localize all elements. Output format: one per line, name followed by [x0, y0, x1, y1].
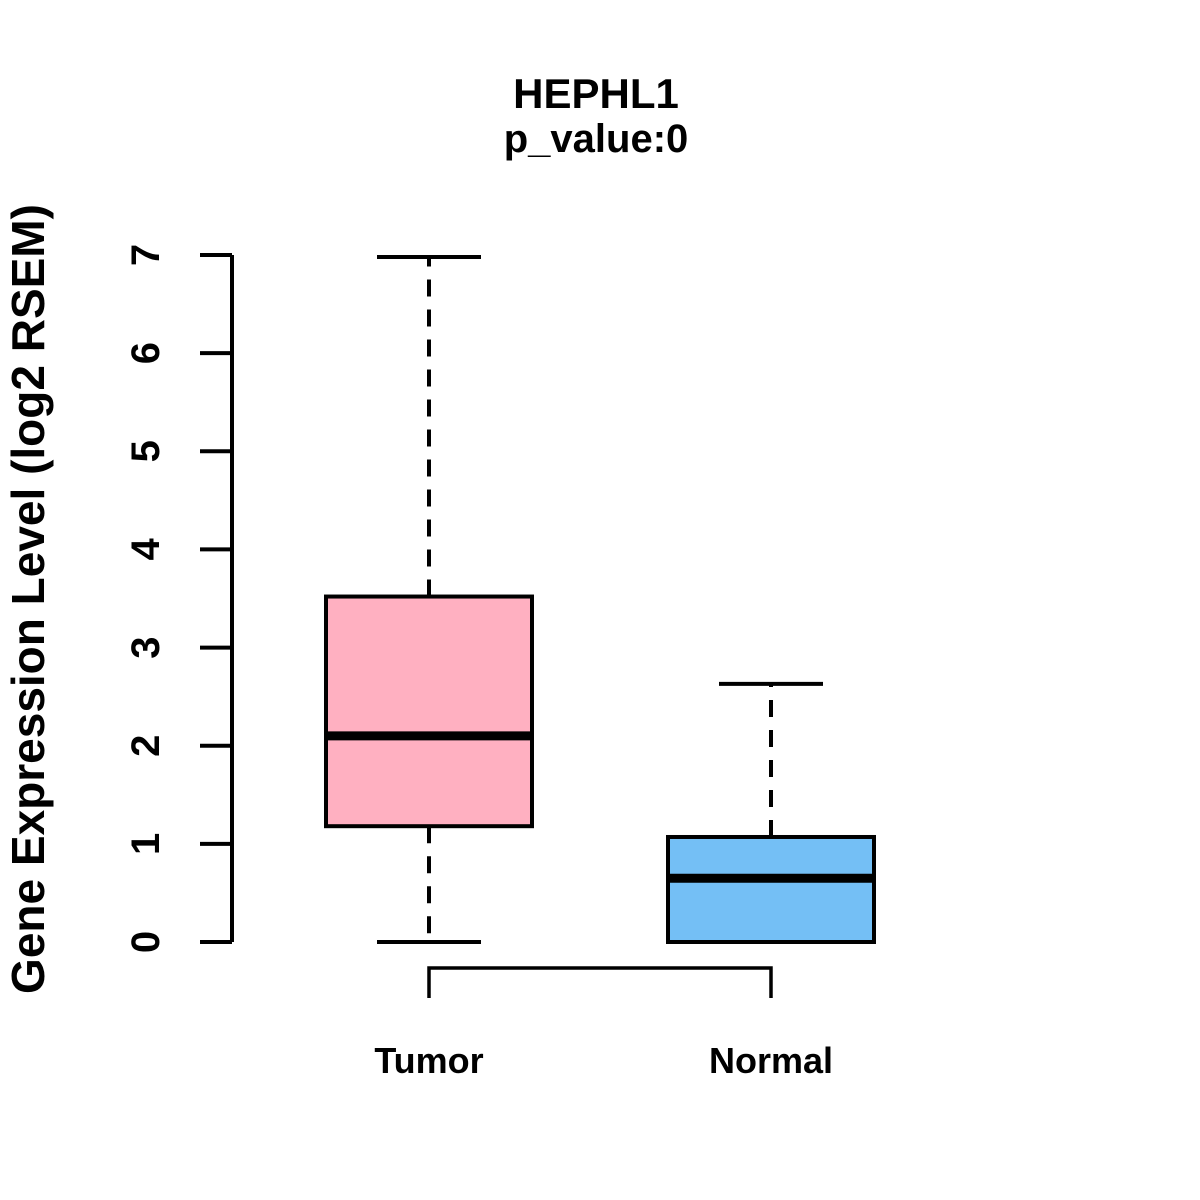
y-axis-tick-label: 6: [124, 342, 168, 364]
tumor-box: [324, 594, 534, 829]
comparison-bracket: [427, 966, 773, 998]
x-axis-label-tumor: Tumor: [374, 1040, 483, 1081]
x-axis-label-normal: Normal: [709, 1040, 833, 1081]
chart-subtitle: p_value:0: [504, 117, 689, 161]
y-axis-tick-label: 7: [124, 244, 168, 266]
y-axis-tick-label: 1: [124, 833, 168, 855]
y-axis-tick-label: 4: [124, 538, 168, 561]
chart-title: HEPHL1: [513, 70, 679, 117]
y-axis-tick-label: 0: [124, 931, 168, 953]
y-axis-label: Gene Expression Level (log2 RSEM): [2, 204, 54, 994]
y-axis-tick-label: 2: [124, 735, 168, 757]
normal-box: [666, 834, 876, 944]
y-axis-tick-label: 5: [124, 440, 168, 462]
y-axis-tick-label: 3: [124, 636, 168, 658]
plot-area: 0 1 2 3 4 5 6 7 Tumor Normal: [124, 244, 876, 1081]
